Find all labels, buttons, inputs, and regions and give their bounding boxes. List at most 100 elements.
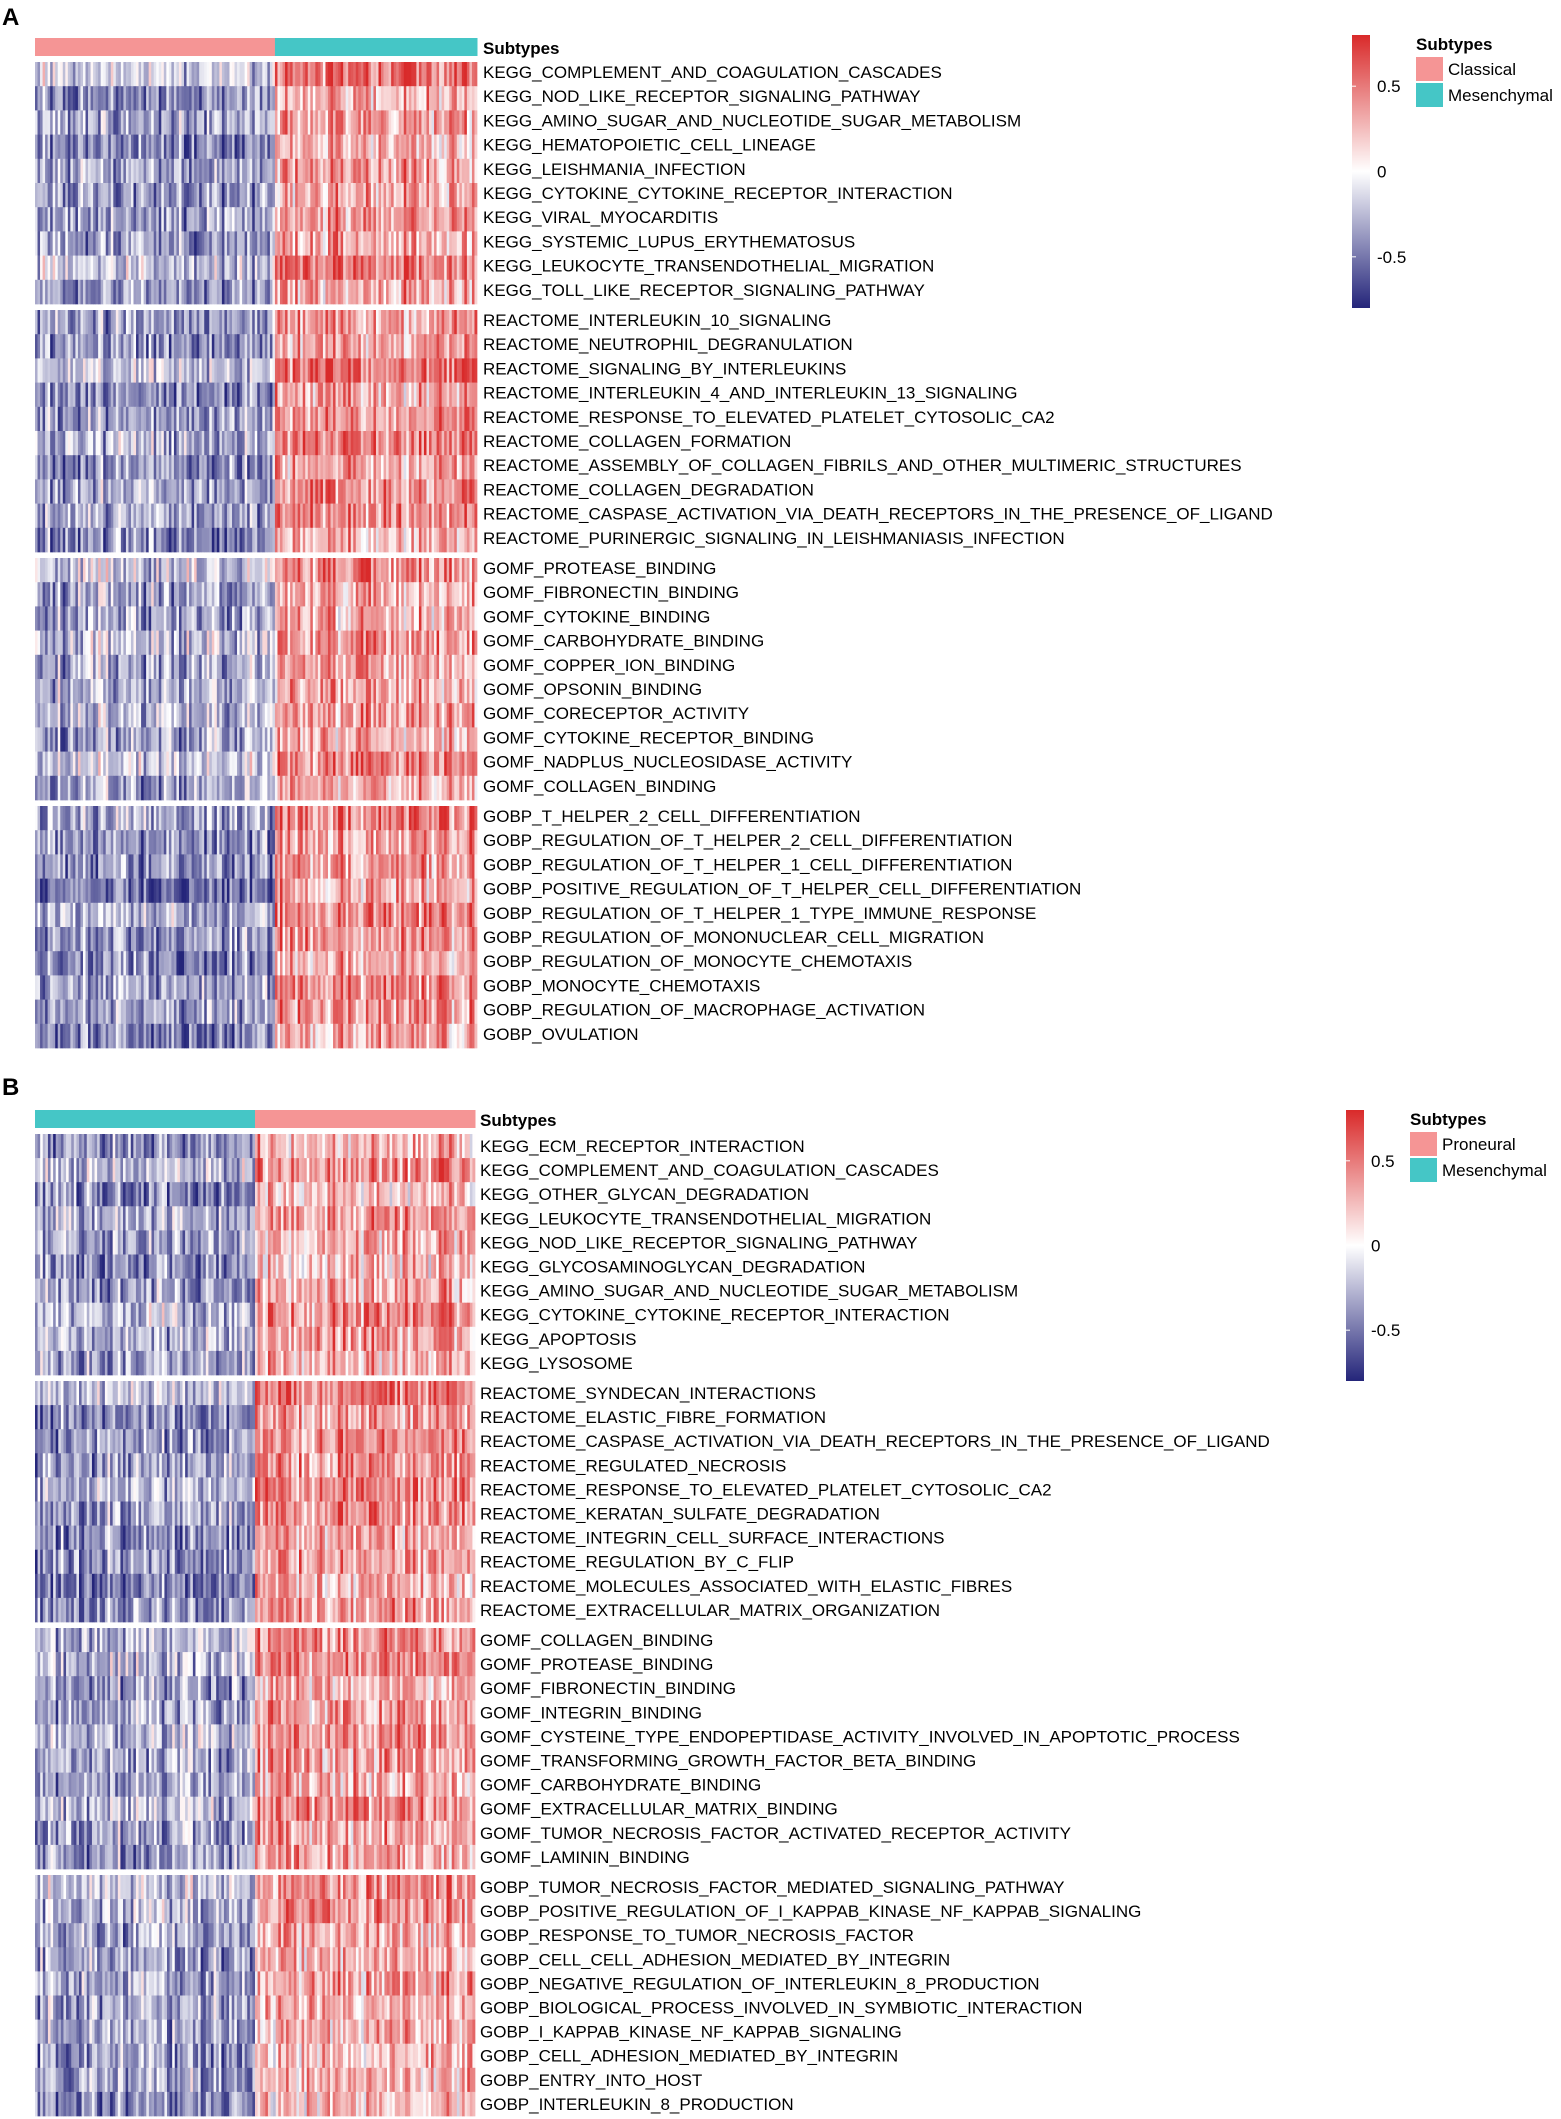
heatmap-cell bbox=[370, 727, 374, 752]
heatmap-cell bbox=[156, 679, 160, 704]
heatmap-cell bbox=[103, 679, 107, 704]
heatmap-cell bbox=[186, 110, 190, 135]
heatmap-cell bbox=[474, 558, 478, 583]
heatmap-cell bbox=[40, 158, 43, 184]
heatmap-cell bbox=[237, 679, 240, 704]
heatmap-cell bbox=[133, 431, 137, 456]
heatmap-cell bbox=[214, 679, 218, 704]
heatmap-cell bbox=[80, 358, 84, 383]
row-label: REACTOME_RESPONSE_TO_ELEVATED_PLATELET_C… bbox=[483, 408, 1055, 427]
heatmap-cell bbox=[403, 134, 407, 160]
heatmap-cell bbox=[103, 207, 107, 232]
heatmap-cell bbox=[285, 310, 288, 335]
heatmap-cell bbox=[262, 382, 266, 408]
heatmap-cell bbox=[115, 654, 119, 680]
heatmap-cell bbox=[158, 455, 162, 480]
heatmap-cell bbox=[466, 727, 470, 752]
heatmap-cell bbox=[226, 654, 230, 680]
heatmap-cell bbox=[353, 630, 357, 656]
heatmap-cell bbox=[141, 86, 144, 111]
heatmap-cell bbox=[120, 558, 124, 583]
heatmap-cell bbox=[302, 207, 306, 232]
heatmap-cell bbox=[312, 455, 316, 480]
heatmap-cell bbox=[279, 110, 283, 135]
heatmap-cell bbox=[343, 158, 347, 184]
heatmap-cell bbox=[72, 582, 76, 607]
heatmap-cell bbox=[375, 558, 379, 583]
heatmap-cell bbox=[151, 86, 155, 111]
heatmap-cell bbox=[110, 606, 114, 631]
heatmap-cell bbox=[264, 679, 268, 704]
heatmap-cell bbox=[67, 479, 71, 504]
heatmap-cell bbox=[350, 334, 354, 359]
heatmap-cell bbox=[338, 183, 341, 208]
heatmap-cell bbox=[148, 479, 152, 504]
heatmap-cell bbox=[434, 183, 437, 208]
heatmap-cell bbox=[327, 110, 331, 135]
heatmap-cell bbox=[439, 558, 442, 583]
heatmap-cell bbox=[403, 86, 407, 111]
heatmap-cell bbox=[333, 455, 336, 480]
heatmap-cell bbox=[146, 279, 150, 305]
heatmap-cell bbox=[305, 679, 309, 704]
heatmap-cell bbox=[327, 431, 331, 456]
heatmap-cell bbox=[396, 582, 400, 607]
heatmap-cell bbox=[358, 582, 362, 607]
heatmap-cell bbox=[259, 110, 263, 135]
heatmap-cell bbox=[411, 455, 415, 480]
heatmap-cell bbox=[449, 334, 453, 359]
heatmap-cell bbox=[80, 62, 84, 87]
heatmap-cell bbox=[403, 703, 407, 728]
heatmap-cell bbox=[181, 558, 185, 583]
heatmap-cell bbox=[229, 207, 233, 232]
heatmap-cell bbox=[216, 455, 220, 480]
heatmap-cell bbox=[416, 158, 420, 184]
heatmap-cell bbox=[232, 183, 235, 208]
heatmap-cell bbox=[133, 527, 137, 553]
heatmap-cell bbox=[434, 503, 437, 529]
heatmap-cell bbox=[224, 558, 228, 583]
heatmap-cell bbox=[47, 382, 51, 408]
heatmap-cell bbox=[158, 334, 162, 359]
heatmap-cell bbox=[401, 654, 405, 680]
heatmap-cell bbox=[249, 703, 253, 728]
heatmap-cell bbox=[40, 134, 43, 160]
row-label: REACTOME_COLLAGEN_FORMATION bbox=[483, 432, 791, 451]
heatmap-cell bbox=[381, 582, 384, 607]
heatmap-cell bbox=[143, 527, 147, 553]
heatmap-cell bbox=[386, 406, 389, 432]
heatmap-cell bbox=[434, 134, 437, 160]
heatmap-cell bbox=[194, 654, 197, 680]
heatmap-cell bbox=[133, 630, 137, 656]
heatmap-cell bbox=[55, 382, 59, 408]
heatmap-cell bbox=[312, 630, 316, 656]
heatmap-cell bbox=[108, 582, 112, 607]
heatmap-cell bbox=[80, 382, 84, 408]
heatmap-cell bbox=[474, 406, 478, 432]
heatmap-cell bbox=[378, 382, 382, 408]
heatmap-cell bbox=[305, 503, 309, 529]
heatmap-cell bbox=[189, 382, 192, 408]
heatmap-cell bbox=[105, 751, 109, 777]
heatmap-cell bbox=[370, 558, 374, 583]
heatmap-cell bbox=[239, 406, 243, 432]
heatmap-cell bbox=[136, 703, 139, 728]
heatmap-cell bbox=[186, 255, 190, 281]
heatmap-cell bbox=[358, 606, 362, 631]
heatmap-cell bbox=[456, 558, 460, 583]
heatmap-cell bbox=[138, 134, 142, 160]
heatmap-cell bbox=[90, 703, 94, 728]
heatmap-cell bbox=[411, 606, 415, 631]
heatmap-cell bbox=[224, 358, 228, 383]
heatmap-cell bbox=[340, 455, 344, 480]
heatmap-cell bbox=[136, 751, 139, 777]
heatmap-cell bbox=[436, 727, 440, 752]
heatmap-cell bbox=[297, 479, 301, 504]
heatmap-cell bbox=[138, 431, 142, 456]
heatmap-cell bbox=[211, 134, 215, 160]
heatmap-cell bbox=[224, 582, 228, 607]
heatmap-cell bbox=[98, 279, 102, 305]
heatmap-cell bbox=[214, 183, 218, 208]
heatmap-cell bbox=[143, 279, 147, 305]
heatmap-cell bbox=[57, 751, 61, 777]
